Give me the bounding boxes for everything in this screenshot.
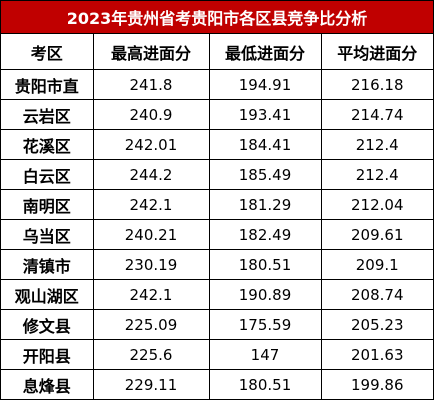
score-cell: 242.1 (92, 189, 210, 220)
score-cell: 208.74 (320, 279, 433, 310)
header-cell: 最低进面分 (208, 34, 322, 70)
score-cell: 229.11 (92, 369, 210, 399)
data-row: 花溪区 242.01 184.41 212.4 (1, 129, 433, 160)
data-row: 贵阳市直 241.8 194.91 216.18 (1, 69, 433, 100)
score-cell: 209.61 (320, 219, 433, 250)
data-row: 南明区 242.1 181.29 212.04 (1, 189, 433, 220)
data-row: 开阳县 225.6 147 201.63 (1, 339, 433, 370)
district-cell: 清镇市 (1, 249, 94, 280)
data-row: 息烽县 229.11 180.51 199.86 (1, 369, 433, 399)
score-cell: 175.59 (208, 309, 322, 340)
score-cell: 242.01 (92, 129, 210, 160)
score-cell: 193.41 (208, 99, 322, 130)
data-row: 乌当区 240.21 182.49 209.61 (1, 219, 433, 250)
score-cell: 225.6 (92, 339, 210, 370)
district-cell: 白云区 (1, 159, 94, 190)
score-cell: 241.8 (92, 69, 210, 100)
score-cell: 190.89 (208, 279, 322, 310)
score-cell: 212.4 (320, 129, 433, 160)
score-table: 考区 最高进面分 最低进面分 平均进面分 贵阳市直 241.8 194.91 216.18 云岩… (1, 34, 433, 399)
data-row: 白云区 244.2 185.49 212.4 (1, 159, 433, 190)
score-cell: 147 (208, 339, 322, 370)
score-cell: 209.1 (320, 249, 433, 280)
score-cell: 182.49 (208, 219, 322, 250)
score-cell: 244.2 (92, 159, 210, 190)
data-row: 观山湖区 242.1 190.89 208.74 (1, 279, 433, 310)
district-cell: 修文县 (1, 309, 94, 340)
district-cell: 开阳县 (1, 339, 94, 370)
header-cell: 考区 (1, 34, 94, 70)
header-cell: 平均进面分 (320, 34, 433, 70)
score-cell: 180.51 (208, 369, 322, 399)
score-cell: 201.63 (320, 339, 433, 370)
score-cell: 216.18 (320, 69, 433, 100)
district-cell: 云岩区 (1, 99, 94, 130)
score-cell: 225.09 (92, 309, 210, 340)
district-cell: 贵阳市直 (1, 69, 94, 100)
score-cell: 212.4 (320, 159, 433, 190)
data-row: 清镇市 230.19 180.51 209.1 (1, 249, 433, 280)
score-cell: 199.86 (320, 369, 433, 399)
district-cell: 观山湖区 (1, 279, 94, 310)
score-cell: 212.04 (320, 189, 433, 220)
score-cell: 205.23 (320, 309, 433, 340)
data-row: 云岩区 240.9 193.41 214.74 (1, 99, 433, 130)
score-cell: 184.41 (208, 129, 322, 160)
score-cell: 214.74 (320, 99, 433, 130)
header-cell: 最高进面分 (92, 34, 210, 70)
score-cell: 230.19 (92, 249, 210, 280)
score-cell: 242.1 (92, 279, 210, 310)
score-cell: 180.51 (208, 249, 322, 280)
score-cell: 185.49 (208, 159, 322, 190)
score-cell: 194.91 (208, 69, 322, 100)
title: 2023年贵州省考贵阳市各区县竞争比分析 (1, 1, 433, 34)
district-cell: 花溪区 (1, 129, 94, 160)
score-cell: 181.29 (208, 189, 322, 220)
score-cell: 240.9 (92, 99, 210, 130)
district-cell: 南明区 (1, 189, 94, 220)
score-cell: 240.21 (92, 219, 210, 250)
district-cell: 乌当区 (1, 219, 94, 250)
data-row: 修文县 225.09 175.59 205.23 (1, 309, 433, 340)
district-cell: 息烽县 (1, 369, 94, 399)
header-row: 考区 最高进面分 最低进面分 平均进面分 (1, 34, 433, 70)
